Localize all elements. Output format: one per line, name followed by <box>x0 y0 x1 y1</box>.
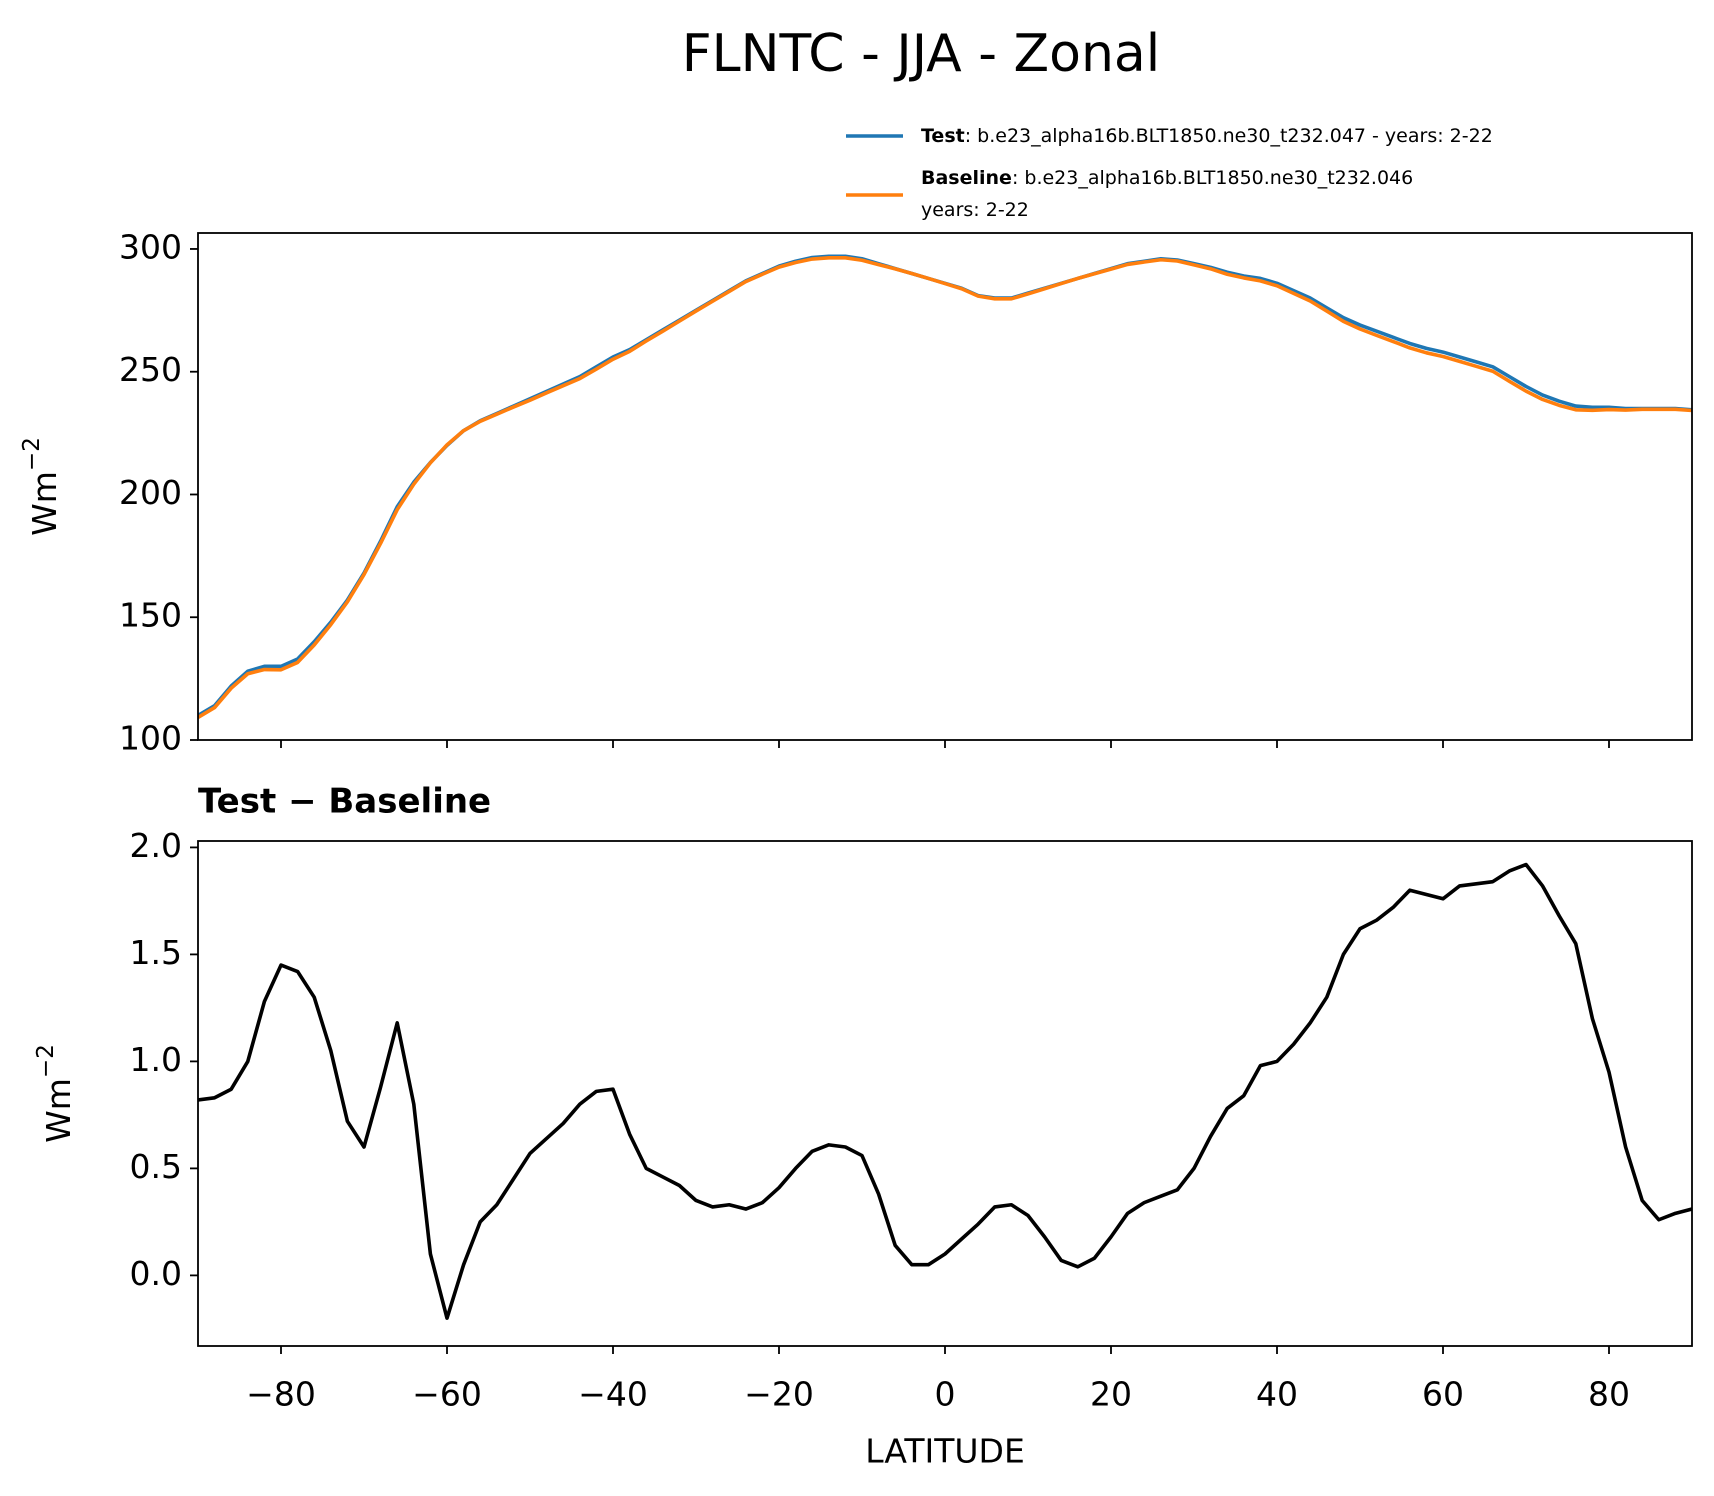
y-tick-label: 2.0 <box>130 826 182 865</box>
y-tick-label: 250 <box>119 350 182 389</box>
y-tick-label: 0.5 <box>130 1147 182 1186</box>
axes-frame <box>197 232 1693 741</box>
data-line <box>198 256 1692 719</box>
legend-name: Baseline <box>921 167 1012 189</box>
x-tick-label: −40 <box>578 1375 648 1414</box>
y-label-text: Wm <box>39 1078 78 1143</box>
chart-title: FLNTC - JJA - Zonal <box>682 24 1161 84</box>
x-axis-label: LATITUDE <box>865 1432 1025 1471</box>
axes-frame <box>197 840 1693 1347</box>
x-tick-label: 20 <box>1090 1375 1132 1414</box>
y-tick-label: 0.0 <box>130 1254 182 1293</box>
plot-area <box>198 862 1692 1320</box>
legend-text: : b.e23_alpha16b.BLT1850.ne30_t232.046 <box>1012 167 1413 189</box>
legend-text: : b.e23_alpha16b.BLT1850.ne30_t232.047 -… <box>965 125 1493 147</box>
y-axis-label: Wm−2 <box>19 437 64 536</box>
x-tick-label: 0 <box>935 1375 956 1414</box>
plot-area <box>198 254 1692 719</box>
x-tick-label: 40 <box>1256 1375 1298 1414</box>
y-label-sup: −2 <box>33 1044 59 1078</box>
y-label-sup: −2 <box>19 437 45 471</box>
legend-label: years: 2-22 <box>921 199 1029 221</box>
x-tick-label: −80 <box>246 1375 316 1414</box>
y-tick-label: 1.5 <box>130 933 182 972</box>
x-tick-label: 80 <box>1588 1375 1630 1414</box>
y-tick-label: 100 <box>119 719 182 758</box>
y-tick-label: 200 <box>119 473 182 512</box>
x-tick-label: −20 <box>744 1375 814 1414</box>
legend-text: years: 2-22 <box>921 199 1029 221</box>
axes-title: Test − Baseline <box>198 782 491 822</box>
x-tick-label: −60 <box>412 1375 482 1414</box>
y-axis-label: Wm−2 <box>33 1044 78 1143</box>
legend-name: Test <box>921 125 965 147</box>
data-line <box>198 254 1692 717</box>
legend-label: Test: b.e23_alpha16b.BLT1850.ne30_t232.0… <box>921 125 1493 147</box>
y-tick-label: 150 <box>119 596 182 635</box>
y-label-text: Wm <box>25 471 64 536</box>
x-tick-label: 60 <box>1422 1375 1464 1414</box>
legend-label: Baseline: b.e23_alpha16b.BLT1850.ne30_t2… <box>921 167 1413 189</box>
y-tick-label: 300 <box>119 227 182 266</box>
y-tick-label: 1.0 <box>130 1040 182 1079</box>
data-line <box>198 862 1692 1320</box>
